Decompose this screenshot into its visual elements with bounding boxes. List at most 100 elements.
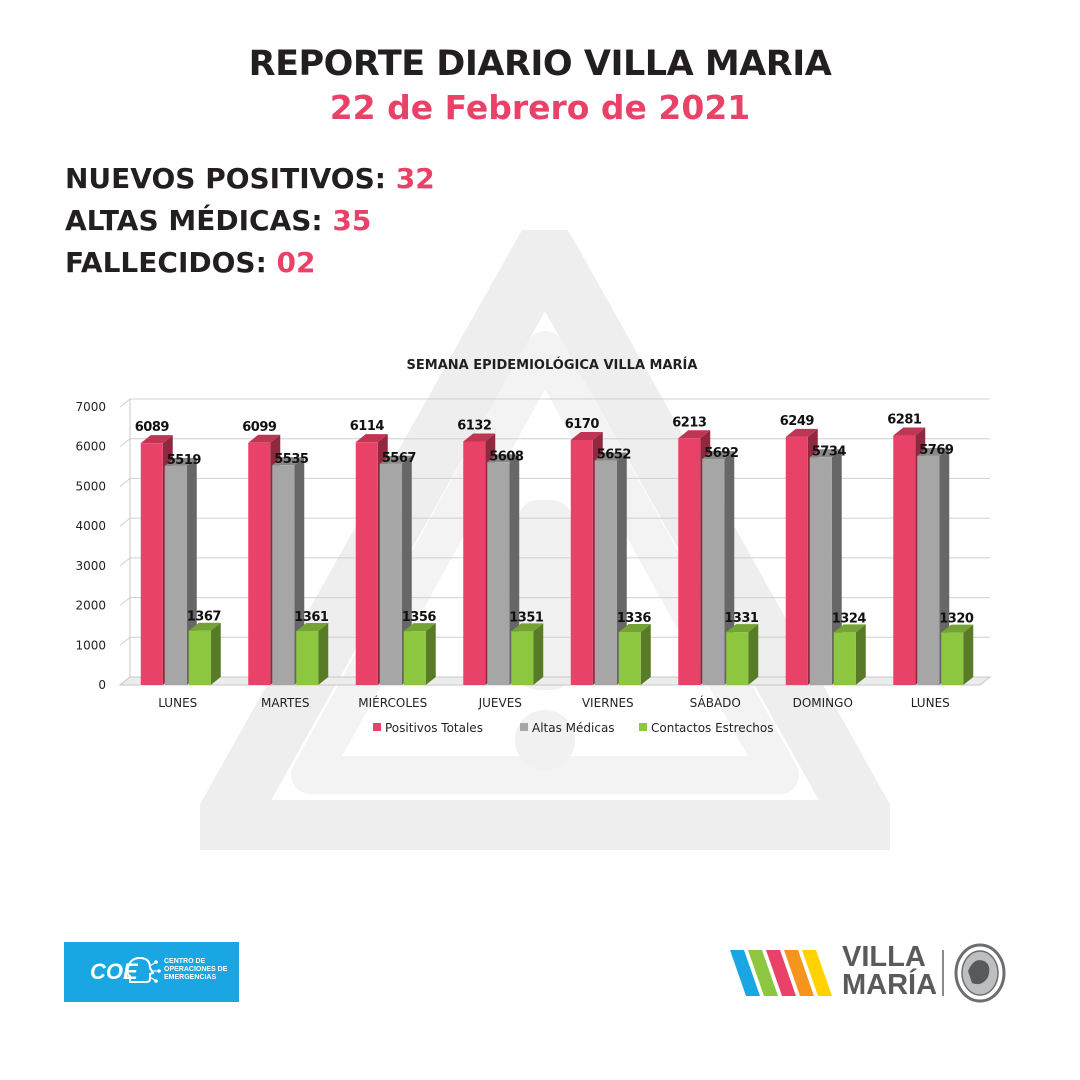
bar-chart: 0 1000 2000 3000 4000 5000 6000 7000 SEMANA EPID… — [75, 357, 992, 735]
data-label: 6213 — [672, 415, 707, 430]
bar-side — [724, 450, 735, 685]
data-label: 6281 — [887, 413, 922, 428]
bar-side — [963, 624, 974, 685]
legend-swatch — [639, 723, 647, 731]
x-tick-label: LUNES — [158, 696, 197, 710]
data-label: 1324 — [832, 611, 867, 626]
bar-top — [296, 622, 329, 631]
stat-deaths: FALLECIDOS: 02 — [65, 242, 435, 284]
bar — [140, 443, 163, 685]
data-label: 6099 — [242, 420, 277, 435]
bar-top — [355, 434, 388, 443]
bar — [296, 630, 319, 685]
bar — [272, 465, 295, 685]
bar — [463, 441, 486, 685]
data-label: 6249 — [780, 414, 815, 429]
stat-new-positives: NUEVOS POSITIVOS: 32 — [65, 158, 435, 200]
bar-top — [272, 457, 305, 466]
data-label: 5519 — [167, 453, 202, 468]
y-tick-label: 5000 — [75, 479, 106, 493]
bar-top — [164, 457, 197, 466]
bar-top — [618, 623, 651, 632]
bar-top — [487, 454, 520, 463]
bar-top — [678, 430, 711, 439]
data-label: 5734 — [812, 444, 847, 459]
gridline-depth — [119, 517, 131, 527]
villa-maria-stripes-icon — [730, 950, 832, 996]
data-label: 5692 — [704, 446, 738, 461]
x-tick-label: LUNES — [911, 696, 950, 710]
stat-label: ALTAS MÉDICAS: — [65, 204, 323, 237]
data-label: 1367 — [187, 610, 222, 625]
logo-divider — [942, 950, 944, 996]
bar — [164, 465, 187, 685]
bar — [917, 455, 940, 685]
coe-logo-text: CENTRO DE OPERACIONES DE EMERGENCIAS — [164, 958, 228, 981]
bar — [403, 631, 426, 685]
bar-top — [809, 449, 842, 458]
stat-value: 32 — [395, 162, 435, 195]
data-label: 1320 — [939, 612, 974, 627]
bar — [188, 630, 211, 685]
bar-side — [855, 624, 866, 685]
bar — [379, 463, 402, 685]
y-tick-label: 0 — [98, 678, 106, 692]
stat-value: 35 — [332, 204, 372, 237]
data-label: 5652 — [597, 448, 631, 463]
data-label: 6132 — [457, 418, 491, 433]
data-label: 5567 — [382, 451, 417, 466]
bar — [941, 632, 964, 685]
x-tick-label: MARTES — [261, 696, 310, 710]
chart-title: SEMANA EPIDEMIOLÓGICA VILLA MARÍA — [407, 357, 698, 373]
gridline-depth — [119, 478, 131, 487]
bar-top — [140, 435, 173, 444]
bar — [248, 442, 271, 685]
data-label: 6089 — [135, 420, 170, 435]
gridline-depth — [119, 438, 131, 448]
bar-top — [403, 623, 436, 632]
data-label: 1356 — [402, 610, 437, 625]
report-date: 22 de Febrero de 2021 — [329, 88, 751, 127]
bar-side — [616, 452, 627, 685]
city-seal-icon — [954, 943, 1006, 1003]
y-tick-label: 1000 — [75, 638, 106, 652]
bar-top — [893, 427, 926, 436]
bar-top — [833, 624, 866, 633]
legend-label: Positivos Totales — [385, 721, 483, 735]
data-label: 6114 — [350, 419, 385, 434]
legend-swatch — [373, 723, 381, 731]
head-network-icon — [126, 956, 161, 983]
bar — [833, 632, 856, 685]
bar-top — [917, 447, 950, 456]
bar — [570, 439, 593, 685]
bar-side — [210, 622, 221, 685]
data-label: 1331 — [724, 611, 759, 626]
data-label: 1361 — [294, 610, 329, 625]
x-tick-label: MIÉRCOLES — [358, 695, 427, 710]
bar-top — [570, 431, 603, 440]
bar-top — [594, 452, 627, 461]
stat-label: NUEVOS POSITIVOS: — [65, 162, 386, 195]
y-tick-label: 6000 — [75, 440, 106, 454]
bar-side — [831, 449, 842, 685]
y-tick-label: 3000 — [75, 559, 106, 573]
bar-top — [702, 450, 735, 459]
bar — [893, 435, 916, 685]
bar-top — [941, 624, 974, 633]
bar — [785, 436, 808, 685]
bar — [618, 631, 641, 685]
bar — [726, 632, 749, 685]
gridline-depth — [119, 557, 131, 567]
bar — [355, 442, 378, 685]
villa-maria-wordmark: VILLA MARÍA — [842, 941, 938, 1001]
gridline-depth — [119, 398, 131, 408]
data-label: 1351 — [509, 610, 544, 625]
legend-swatch — [520, 723, 528, 731]
bar-top — [379, 455, 412, 464]
bar — [487, 462, 510, 685]
stat-label: FALLECIDOS: — [65, 246, 267, 279]
bar-side — [748, 624, 759, 685]
bar-top — [463, 433, 496, 442]
bar-top — [188, 622, 221, 631]
x-tick-label: SÁBADO — [690, 695, 741, 710]
